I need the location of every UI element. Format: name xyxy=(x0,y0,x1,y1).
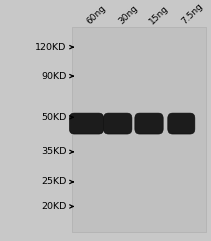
Text: 15ng: 15ng xyxy=(148,3,171,26)
Text: 90KD: 90KD xyxy=(41,72,67,80)
Text: 60ng: 60ng xyxy=(85,3,108,26)
FancyBboxPatch shape xyxy=(135,113,163,134)
Text: 120KD: 120KD xyxy=(35,43,67,52)
Text: 20KD: 20KD xyxy=(41,202,67,211)
Text: 25KD: 25KD xyxy=(41,177,67,187)
FancyBboxPatch shape xyxy=(0,18,208,241)
FancyBboxPatch shape xyxy=(72,27,206,232)
FancyBboxPatch shape xyxy=(168,113,195,134)
Text: 50KD: 50KD xyxy=(41,113,67,122)
FancyBboxPatch shape xyxy=(104,113,132,134)
FancyBboxPatch shape xyxy=(69,113,104,134)
Text: 7.5ng: 7.5ng xyxy=(180,1,205,26)
Text: 30ng: 30ng xyxy=(117,3,139,26)
Text: 35KD: 35KD xyxy=(41,147,67,156)
